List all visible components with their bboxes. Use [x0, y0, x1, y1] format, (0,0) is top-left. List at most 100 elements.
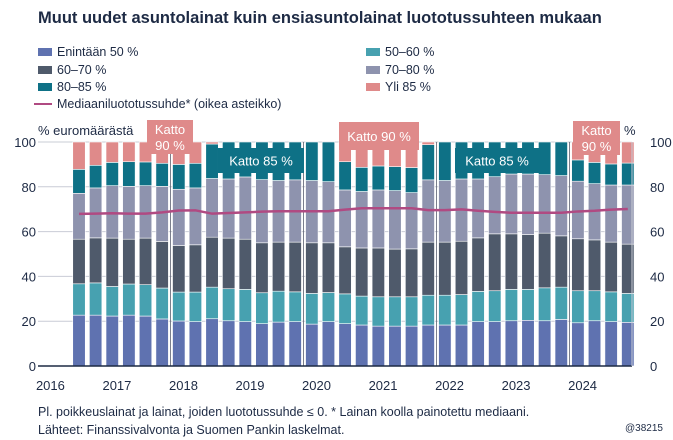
bar-segment — [188, 244, 202, 293]
bar-segment — [355, 167, 369, 192]
legend-swatch — [366, 83, 380, 91]
bar-segment — [338, 246, 352, 295]
legend-label: 80–85 % — [57, 80, 107, 94]
bar-segment — [604, 184, 618, 243]
bar-segment — [421, 144, 435, 181]
bar-segment — [105, 237, 119, 287]
bar-segment — [371, 325, 385, 367]
legend-label: 70–80 % — [385, 63, 435, 77]
bar-segment — [421, 141, 435, 145]
bar-segment — [471, 321, 485, 367]
bar-segment — [471, 237, 485, 292]
bar-segment — [538, 287, 552, 322]
bar-segment — [172, 164, 186, 190]
cap-annotation-label: Katto — [581, 123, 611, 138]
bar-segment — [188, 162, 202, 189]
x-tick-label: 2017 — [102, 378, 131, 393]
bar-segment — [438, 294, 452, 326]
bar-segment — [405, 325, 419, 367]
legend-item: Mediaaniluototussuhde* (oikea asteikko) — [34, 97, 281, 111]
left-tick-label: 20 — [22, 314, 36, 329]
legend-item: 70–80 % — [366, 63, 434, 77]
x-tick-label: 2022 — [435, 378, 464, 393]
bar-segment — [321, 242, 336, 293]
bar-segment — [321, 321, 336, 367]
bar-segment — [371, 247, 385, 298]
bar-segment — [405, 192, 419, 250]
bar-segment — [454, 294, 469, 326]
bar-segment — [305, 141, 319, 181]
bar-segment — [488, 233, 502, 292]
bar-segment — [272, 321, 286, 367]
bar-segment — [571, 159, 585, 182]
bar-segment — [604, 241, 618, 293]
bar-segment — [72, 314, 86, 367]
bar-segment — [288, 321, 302, 367]
x-tick-label: 2021 — [369, 378, 398, 393]
right-tick-label: 40 — [650, 269, 664, 284]
cap-annotation-box — [147, 120, 193, 154]
x-tick-label: 2024 — [568, 378, 597, 393]
bar-segment — [538, 232, 552, 289]
bar-segment — [338, 161, 352, 191]
bar-segment — [521, 234, 535, 290]
bar-segment — [288, 241, 302, 293]
right-tick-label: 20 — [650, 314, 664, 329]
bar-segment — [587, 239, 602, 292]
legend-swatch — [38, 66, 52, 74]
bar-segment — [388, 248, 402, 298]
bar-segment — [504, 233, 518, 290]
bar-segment — [554, 286, 568, 320]
bar-segment — [504, 173, 518, 235]
bar-segment — [538, 141, 552, 176]
bar-segment — [438, 241, 452, 296]
legend-label: Mediaaniluototussuhde* (oikea asteikko) — [57, 97, 282, 111]
bar-segment — [587, 162, 602, 184]
bar-segment — [355, 324, 369, 367]
bar-segment — [155, 287, 169, 320]
bar-segment — [604, 321, 618, 367]
bar-segment — [388, 325, 402, 367]
bar-segment — [72, 169, 86, 194]
bar-segment — [471, 178, 485, 239]
bar-segment — [72, 238, 86, 285]
bar-segment — [238, 238, 252, 290]
bar-segment — [122, 283, 136, 316]
right-tick-label: 100 — [650, 135, 672, 150]
left-axis-label: % euromäärästä — [38, 123, 134, 138]
bar-segment — [405, 248, 419, 298]
bar-segment — [421, 241, 435, 296]
bar-segment — [438, 141, 452, 181]
bar-segment — [238, 176, 252, 240]
bar-segment — [105, 315, 119, 367]
bar-segment — [72, 141, 86, 170]
legend-label: Enintään 50 % — [57, 45, 139, 59]
legend-item: 50–60 % — [366, 45, 434, 59]
bar-segment — [488, 290, 502, 322]
chart-code: @38215 — [625, 423, 663, 434]
bar-segment — [405, 296, 419, 327]
left-tick-label: 0 — [29, 359, 36, 374]
bar-segment — [205, 141, 219, 145]
cap-annotation-label: Katto 85 % — [229, 154, 293, 169]
cap-annotation-box — [339, 122, 419, 150]
bar-segment — [89, 164, 103, 189]
cap-annotation-label: 90 % — [582, 139, 612, 154]
bar-segment — [554, 175, 568, 237]
bar-segment — [255, 242, 269, 294]
bar-segment — [138, 185, 153, 239]
bar-segment — [172, 320, 186, 367]
right-axis-label: % — [624, 123, 636, 138]
bar-segment — [222, 237, 236, 290]
bar-segment — [521, 173, 535, 235]
bar-segment — [305, 242, 319, 294]
x-tick-label: 2019 — [236, 378, 265, 393]
bar-segment — [138, 315, 153, 367]
bar-segment — [371, 189, 385, 249]
bar-segment — [488, 321, 502, 367]
left-tick-label: 80 — [22, 180, 36, 195]
bar-segment — [355, 247, 369, 297]
bar-segment — [371, 165, 385, 191]
bar-segment — [421, 294, 435, 326]
bar-segment — [188, 291, 202, 322]
